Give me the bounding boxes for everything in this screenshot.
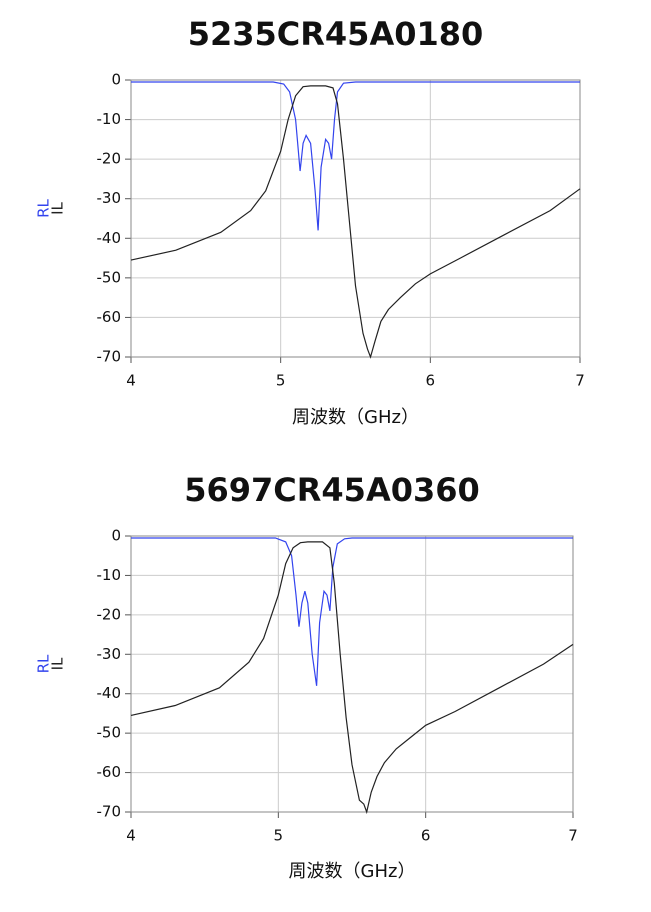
y-tick-label: 0 [111, 71, 121, 89]
chart-title: 5697CR45A0360 [184, 471, 480, 509]
chart: 5697CR45A0360 0 -10 -20 -30 -40 -50 -60 -704 5 6 7 周… [35, 471, 578, 882]
y-tick-label: -40 [97, 229, 122, 247]
x-axis-label: 周波数（GHz） [292, 407, 419, 428]
x-tick-label: 4 [126, 372, 136, 390]
series-line [131, 537, 573, 686]
y-tick-label: -70 [97, 803, 122, 821]
legend-label: RL [35, 198, 53, 217]
x-axis-label: 周波数（GHz） [289, 861, 416, 882]
y-tick-label: -70 [97, 348, 122, 366]
series-line [130, 85, 581, 359]
x-tick-label: 4 [126, 827, 136, 845]
y-tick-label: -10 [97, 566, 122, 584]
y-tick-label: 0 [111, 527, 121, 545]
chart: 5235CR45A0180 0 -10 -20 -30 -40 -50 -60 -704 5 6 7 周… [35, 15, 585, 428]
legend-label: RL [35, 654, 53, 673]
plot-border [130, 79, 581, 358]
legend-label: IL [49, 657, 67, 670]
x-tick-label: 5 [276, 372, 286, 390]
y-tick-label: -60 [97, 308, 122, 326]
y-tick-label: -50 [97, 724, 122, 742]
x-tick-label: 5 [274, 827, 284, 845]
plot-area [130, 79, 581, 358]
y-tick-label: -50 [97, 268, 122, 286]
x-tick-label: 6 [421, 827, 431, 845]
plot-area [130, 535, 574, 813]
x-tick-label: 6 [426, 372, 436, 390]
y-tick-label: -30 [97, 189, 122, 207]
plot-border [130, 535, 574, 813]
y-tick-label: -10 [97, 110, 122, 128]
x-tick-label: 7 [568, 827, 578, 845]
y-tick-label: -60 [97, 763, 122, 781]
y-tick-label: -30 [97, 645, 122, 663]
series-line [130, 541, 574, 815]
x-tick-label: 7 [575, 372, 585, 390]
y-tick-label: -40 [97, 684, 122, 702]
chart-title: 5235CR45A0180 [188, 15, 484, 53]
series-line [131, 81, 580, 231]
legend-label: IL [49, 201, 67, 214]
y-tick-label: -20 [97, 605, 122, 623]
y-tick-label: -20 [97, 150, 122, 168]
